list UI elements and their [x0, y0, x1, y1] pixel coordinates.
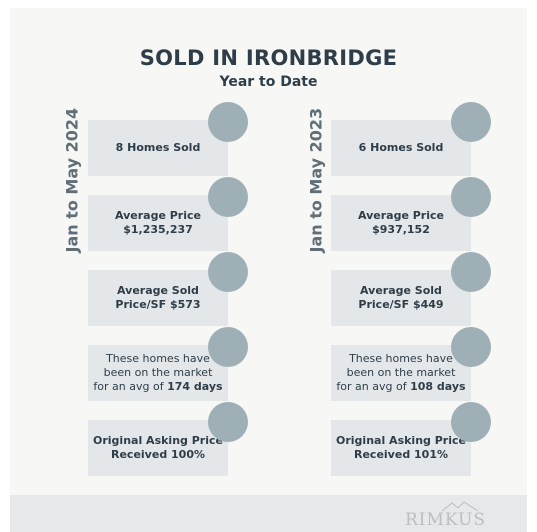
card-line: Original Asking Price [93, 434, 223, 447]
decor-circle [451, 402, 491, 442]
card-emphasis: 108 days [410, 380, 466, 393]
decor-circle [208, 402, 248, 442]
stat-card: 6 Homes Sold [331, 120, 471, 176]
card-line: Price/SF $573 [115, 298, 201, 311]
stat-card: These homes have been on the market for an… [88, 345, 228, 401]
card-line: These homes have [349, 352, 453, 365]
card-line: 6 Homes Sold [358, 141, 444, 154]
stat-card: Average Price $937,152 [331, 195, 471, 251]
decor-circle [208, 327, 248, 367]
decor-circle [208, 177, 248, 217]
logo-roof [441, 501, 479, 512]
card-emphasis: 174 days [167, 380, 223, 393]
card-line: Average Price [357, 209, 444, 222]
card-line: These homes have [106, 352, 210, 365]
decor-circle [208, 252, 248, 292]
footer [10, 495, 527, 532]
stat-card: Average Sold Price/SF $449 [331, 270, 471, 326]
decor-circle [451, 177, 491, 217]
card-line: $937,152 [372, 223, 430, 236]
stat-card: These homes have been on the market for an… [331, 345, 471, 401]
stat-card: 8 Homes Sold [88, 120, 228, 176]
card-line: Original Asking Price [336, 434, 466, 447]
period-label: Jan to May 2024 [62, 107, 82, 253]
decor-circle [451, 252, 491, 292]
stat-card: Original Asking Price Received 101% [331, 420, 471, 476]
period-label: Jan to May 2023 [306, 107, 326, 253]
card-line: Average Sold [360, 284, 442, 297]
stat-card: Average Sold Price/SF $573 [88, 270, 228, 326]
card-line: Received 101% [354, 448, 448, 461]
card-line: for an avg of 174 days [93, 380, 223, 393]
card-line: for an avg of 108 days [336, 380, 466, 393]
decor-circle [208, 102, 248, 142]
logo: RIMKUS [405, 510, 486, 530]
card-line: $1,235,237 [123, 223, 193, 236]
stat-card: Average Price $1,235,237 [88, 195, 228, 251]
card-line: Average Sold [117, 284, 199, 297]
card-line: been on the market [346, 366, 456, 379]
title: SOLD IN IRONBRIDGE [139, 46, 398, 70]
card-line: been on the market [103, 366, 213, 379]
subtitle: Year to Date [219, 74, 318, 90]
card-line: Price/SF $449 [358, 298, 444, 311]
decor-circle [451, 102, 491, 142]
decor-circle [451, 327, 491, 367]
stat-card: Original Asking Price Received 100% [88, 420, 228, 476]
card-line: Received 100% [111, 448, 205, 461]
card-line: 8 Homes Sold [115, 141, 201, 154]
card-line: Average Price [114, 209, 201, 222]
